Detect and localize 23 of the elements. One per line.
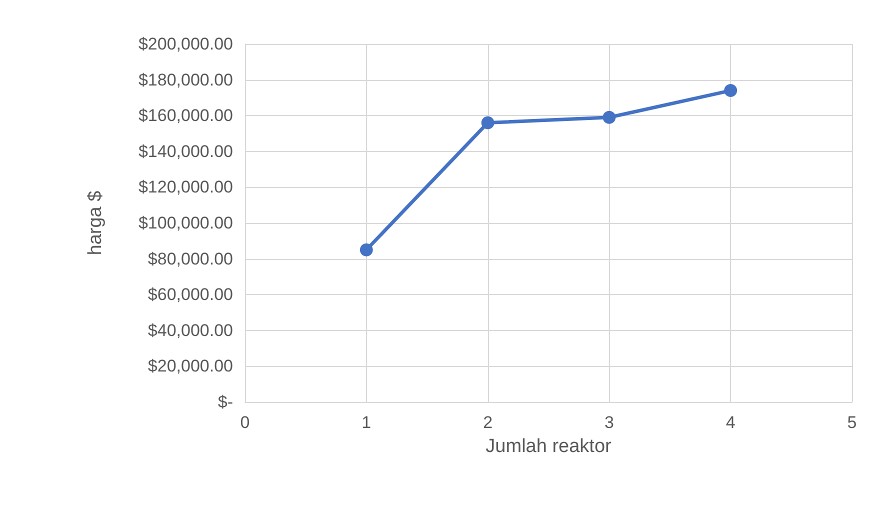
y-tick-label: $200,000.00 [138, 34, 233, 54]
x-tick-label: 0 [240, 413, 250, 432]
y-tick-label: $120,000.00 [138, 178, 233, 197]
y-tick-label: $20,000.00 [148, 356, 233, 376]
y-tick-label: $40,000.00 [148, 320, 233, 340]
x-tick-label: 5 [847, 413, 857, 432]
point [602, 110, 616, 124]
x-tick-label: 4 [726, 413, 736, 432]
y-tick-label: $180,000.00 [138, 70, 233, 90]
y-tick-label: $160,000.00 [138, 106, 233, 126]
y-tick-label: $60,000.00 [148, 285, 233, 304]
x-tick-label: 1 [362, 413, 372, 432]
y-tick-label: $80,000.00 [148, 249, 233, 268]
point [724, 84, 738, 98]
x-axis-title: Jumlah reaktor [486, 436, 612, 457]
y-tick-label: $140,000.00 [138, 142, 233, 161]
y-axis-title: harga $ [85, 190, 106, 256]
x-tick-label: 2 [483, 413, 493, 432]
point [360, 243, 373, 256]
x-tick-label: 3 [604, 413, 614, 432]
y-tick-label: $- [218, 392, 233, 412]
point [481, 116, 494, 130]
y-tick-label: $100,000.00 [138, 214, 233, 232]
